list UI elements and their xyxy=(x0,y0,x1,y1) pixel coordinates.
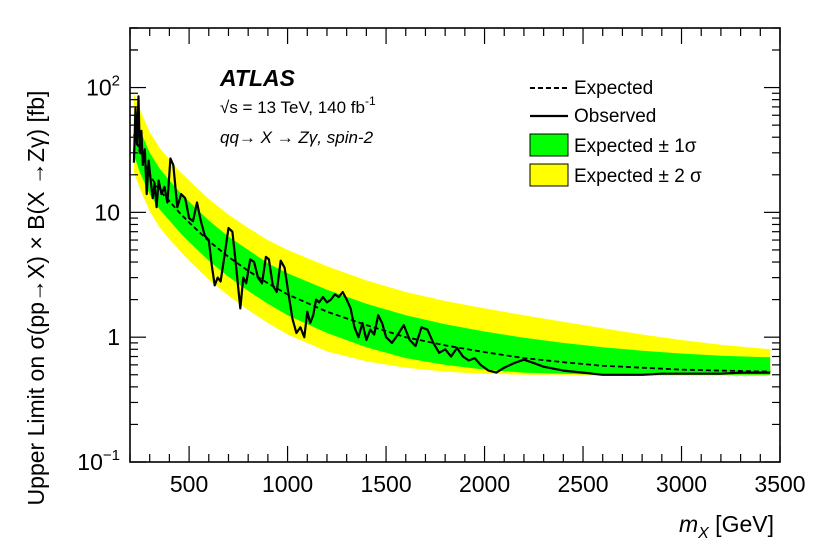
observed-line xyxy=(132,95,771,376)
x-tick-label: 3000 xyxy=(656,471,707,497)
energy-label: √s = 13 TeV, 140 fb-1 xyxy=(220,94,376,117)
x-axis-title-symbol: m xyxy=(679,511,698,537)
process-label: qq→ X → Zγ, spin-2 xyxy=(220,128,374,147)
x-tick-label: 3500 xyxy=(754,471,805,497)
legend-2sigma-label: Expected ± 2 σ xyxy=(574,166,702,187)
legend-1sigma-label: Expected ± 1σ xyxy=(574,136,697,157)
x-axis-title-unit: [GeV] xyxy=(709,511,774,537)
legend-expected-label: Expected xyxy=(574,78,653,99)
x-tick-label: 500 xyxy=(170,471,208,497)
experiment-label: ATLAS xyxy=(219,65,296,91)
legend-1sigma-swatch xyxy=(529,133,569,157)
x-tick-label: 2000 xyxy=(459,471,510,497)
y-tick-label: 1 xyxy=(107,324,120,350)
axis-ticks xyxy=(129,27,781,463)
axis-tick-labels: 500 1000 1500 2000 2500 3000 3500 10−1 1 10 102 xyxy=(77,73,805,497)
y-tick-label: 10−1 xyxy=(77,447,120,475)
limit-lines xyxy=(132,95,771,376)
x-axis-title: mX [GeV] xyxy=(679,511,774,542)
x-axis-title-subscript: X xyxy=(697,525,710,542)
energy-label-text: √s = 13 TeV, 140 fb xyxy=(220,98,365,117)
plot-frame xyxy=(129,27,781,463)
x-tick-label: 1000 xyxy=(262,471,313,497)
legend: Expected Observed Expected ± 1σ Expected… xyxy=(529,78,702,187)
y-axis-title: Upper Limit on σ(pp→X) × B(X →Zγ) [fb] xyxy=(23,91,49,506)
uncertainty-bands xyxy=(133,93,771,376)
x-tick-label: 2500 xyxy=(557,471,608,497)
x-tick-label: 1500 xyxy=(360,471,411,497)
legend-observed-label: Observed xyxy=(574,106,656,127)
y-tick-label: 102 xyxy=(86,73,120,101)
energy-label-exponent: -1 xyxy=(365,94,376,108)
y-tick-label: 10 xyxy=(94,199,120,225)
legend-2sigma-swatch xyxy=(529,163,569,187)
band-1sigma xyxy=(133,113,771,375)
